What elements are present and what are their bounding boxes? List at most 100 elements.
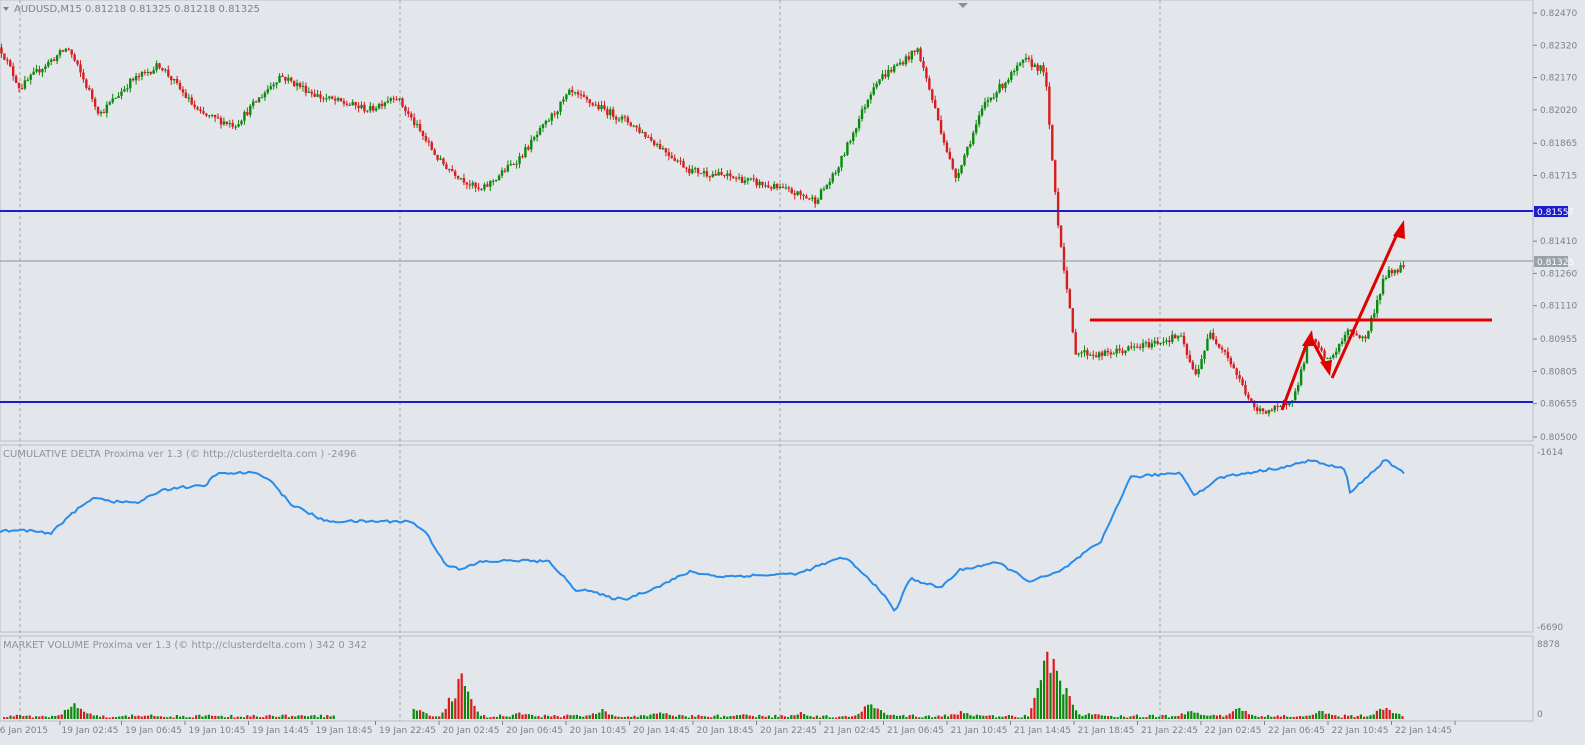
candle-body <box>360 104 363 109</box>
candle-body <box>316 94 319 97</box>
candle-body <box>1182 335 1186 345</box>
volume-bar <box>1356 715 1359 719</box>
volume-panel[interactable] <box>0 635 1534 722</box>
volume-bar <box>607 714 610 719</box>
delta-panel[interactable] <box>0 444 1534 633</box>
candle-body <box>992 97 995 99</box>
candle-body <box>1033 64 1036 67</box>
candle-body <box>547 120 551 122</box>
volume-bar <box>694 716 697 719</box>
volume-bar <box>883 712 886 719</box>
volume-bar <box>121 716 124 719</box>
candle-body <box>568 89 571 95</box>
volume-bar <box>172 717 175 719</box>
candle-body <box>1273 405 1276 411</box>
hline-price-label: 0.81557 <box>1537 208 1574 218</box>
candle-body <box>556 111 559 115</box>
volume-bar <box>601 709 604 719</box>
candle-body <box>47 61 50 67</box>
volume-bar <box>111 716 114 719</box>
volume-bar <box>214 715 217 719</box>
volume-bar <box>143 715 146 719</box>
volume-bar <box>515 713 518 719</box>
volume-bar <box>879 710 882 719</box>
candle-body <box>14 76 18 83</box>
candle-body <box>205 113 208 116</box>
volume-bar <box>815 715 818 719</box>
volume-bar <box>668 714 671 719</box>
volume-bar <box>972 716 975 719</box>
volume-bar <box>847 716 850 719</box>
volume-bar <box>1068 696 1071 719</box>
arrow-up-2[interactable] <box>1330 231 1400 379</box>
chart-shift-marker[interactable] <box>958 3 968 8</box>
candle-body <box>884 74 887 77</box>
candle-body <box>357 105 360 109</box>
volume-bar <box>614 716 617 719</box>
volume-bar <box>735 715 738 719</box>
volume-bar <box>1071 704 1074 719</box>
volume-bar <box>524 714 527 719</box>
volume-bar <box>124 715 127 719</box>
volume-min-label: 0 <box>1537 710 1543 720</box>
volume-bar <box>566 714 569 719</box>
volume-bar <box>1292 716 1295 719</box>
candle-body <box>893 65 896 72</box>
volume-bar <box>604 711 607 719</box>
candle-body <box>462 178 466 183</box>
candle-body <box>380 103 384 107</box>
candle-body <box>319 94 322 99</box>
candle-body <box>158 63 161 69</box>
candle-body <box>916 48 919 52</box>
volume-bar <box>92 715 95 719</box>
candle-body <box>50 59 53 62</box>
volume-bar <box>937 715 940 719</box>
trend-arrows[interactable] <box>1280 220 1405 411</box>
arrow-up-1[interactable] <box>1280 339 1310 411</box>
price-tick-label: 0.81865 <box>1540 139 1577 149</box>
candle-body <box>612 109 615 117</box>
candle-body <box>243 111 246 121</box>
candle-body <box>1253 401 1256 408</box>
candle-body <box>1203 350 1206 360</box>
candle-body <box>945 142 949 152</box>
candle-body <box>421 130 425 137</box>
candle-body <box>129 78 132 89</box>
volume-bar <box>598 712 601 719</box>
main-chart-panel[interactable] <box>0 0 1534 442</box>
candle-body <box>936 107 940 121</box>
volume-bar <box>678 714 681 719</box>
volume-bar <box>1055 670 1058 719</box>
volume-bar <box>809 716 812 719</box>
candle-body <box>960 165 963 174</box>
candle-body <box>398 98 401 100</box>
cumulative-delta-line <box>0 458 1405 613</box>
volume-bar <box>1004 716 1007 719</box>
volume-bar <box>67 709 70 719</box>
candle-body <box>966 146 969 156</box>
candle-body <box>1355 333 1358 336</box>
candle-body <box>685 167 688 169</box>
volume-bar <box>905 717 908 719</box>
candle-body <box>693 168 697 170</box>
time-tick-label: 19 Jan 18:45 <box>316 726 373 736</box>
volume-bar <box>1382 709 1385 719</box>
volume-bar <box>1395 713 1398 719</box>
candle-body <box>527 147 530 150</box>
candle-body <box>1238 375 1241 379</box>
candle-body <box>1384 277 1388 280</box>
candle-body <box>942 133 946 143</box>
volume-bar <box>1311 714 1314 719</box>
volume-bar <box>499 714 502 719</box>
volume-bar <box>617 716 620 719</box>
candle-body <box>1045 72 1048 87</box>
candle-body <box>1077 353 1080 355</box>
candle-body <box>301 85 305 87</box>
candle-body <box>1305 345 1309 364</box>
time-tick-label: 20 Jan 18:45 <box>697 726 754 736</box>
volume-bar <box>1244 710 1247 719</box>
candle-body <box>749 178 752 180</box>
volume-bar <box>508 716 511 719</box>
volume-bar <box>300 715 303 719</box>
volume-bar <box>150 714 153 719</box>
